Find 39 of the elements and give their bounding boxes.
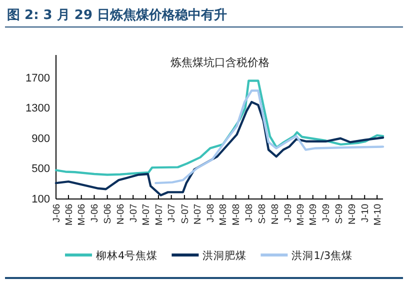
x-tick-label: N-08: [270, 204, 281, 224]
x-tick-label: S-06: [102, 204, 114, 224]
y-tick-label: 1300: [26, 102, 50, 115]
line-series: [154, 90, 384, 184]
x-tick-label: J-07: [166, 204, 178, 222]
x-tick-label: M-09: [308, 204, 320, 226]
x-tick-label: J-08: [244, 204, 255, 222]
x-tick-label: N-06: [116, 204, 127, 224]
chart-subtitle: 炼焦煤坑口含税价格: [170, 56, 270, 69]
x-tick-label: M-06: [64, 204, 75, 226]
legend-label: 洪洞肥煤: [202, 249, 247, 262]
line-series: [54, 100, 384, 196]
y-tick-label: 1700: [26, 72, 50, 84]
x-tick-label: J-06: [51, 204, 62, 222]
x-tick-label: S-09: [334, 204, 346, 224]
x-tick-label: M-06: [76, 204, 88, 226]
x-tick-label: M-10: [372, 204, 384, 226]
x-tick-label: M-07: [154, 204, 165, 226]
x-tick-label: M-08: [218, 204, 230, 226]
x-tick-label: N-07: [192, 204, 204, 224]
x-tick-label: M-08: [231, 204, 242, 226]
x-tick-label: S-08: [257, 204, 268, 224]
y-tick-label: 900: [32, 132, 50, 145]
y-tick-label: 500: [32, 163, 50, 176]
x-tick-label: J-09: [321, 204, 332, 222]
x-tick-label: J-07: [128, 204, 140, 222]
chart-title: 图 2: 3 月 29 日炼焦煤价格稳中有升: [7, 7, 228, 23]
x-tick-label: J-08: [206, 204, 217, 222]
x-tick-label: J-10: [360, 204, 371, 222]
x-tick-label: J-09: [282, 204, 294, 222]
legend-label: 洪洞1/3焦煤: [292, 249, 353, 262]
legend-label: 柳林4号焦煤: [96, 249, 158, 262]
x-tick-label: S-07: [180, 204, 191, 224]
x-tick-label: M-07: [140, 204, 152, 226]
y-tick-label: 100: [32, 194, 50, 206]
x-tick-label: N-09: [347, 204, 358, 224]
line-series: [54, 80, 384, 176]
x-tick-label: M-09: [295, 204, 306, 226]
x-tick-label: J-06: [90, 204, 101, 222]
